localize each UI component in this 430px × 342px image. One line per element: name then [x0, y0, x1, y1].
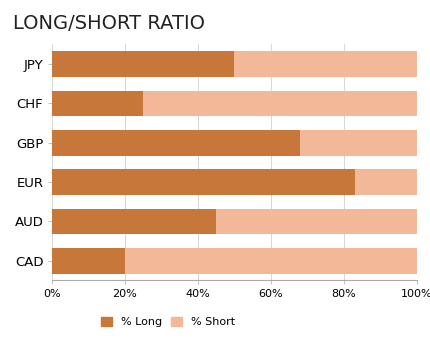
Bar [52, 209, 216, 234]
Bar [234, 51, 417, 77]
Bar [143, 91, 417, 116]
Bar [52, 169, 355, 195]
Text: LONG/SHORT RATIO: LONG/SHORT RATIO [13, 14, 205, 33]
Bar [125, 248, 417, 274]
Legend: % Long, % Short: % Long, % Short [101, 317, 235, 327]
Bar [52, 91, 143, 116]
Bar [52, 130, 300, 156]
Bar [52, 248, 125, 274]
Bar [216, 209, 417, 234]
Bar [300, 130, 417, 156]
Bar [355, 169, 417, 195]
Bar [52, 51, 234, 77]
